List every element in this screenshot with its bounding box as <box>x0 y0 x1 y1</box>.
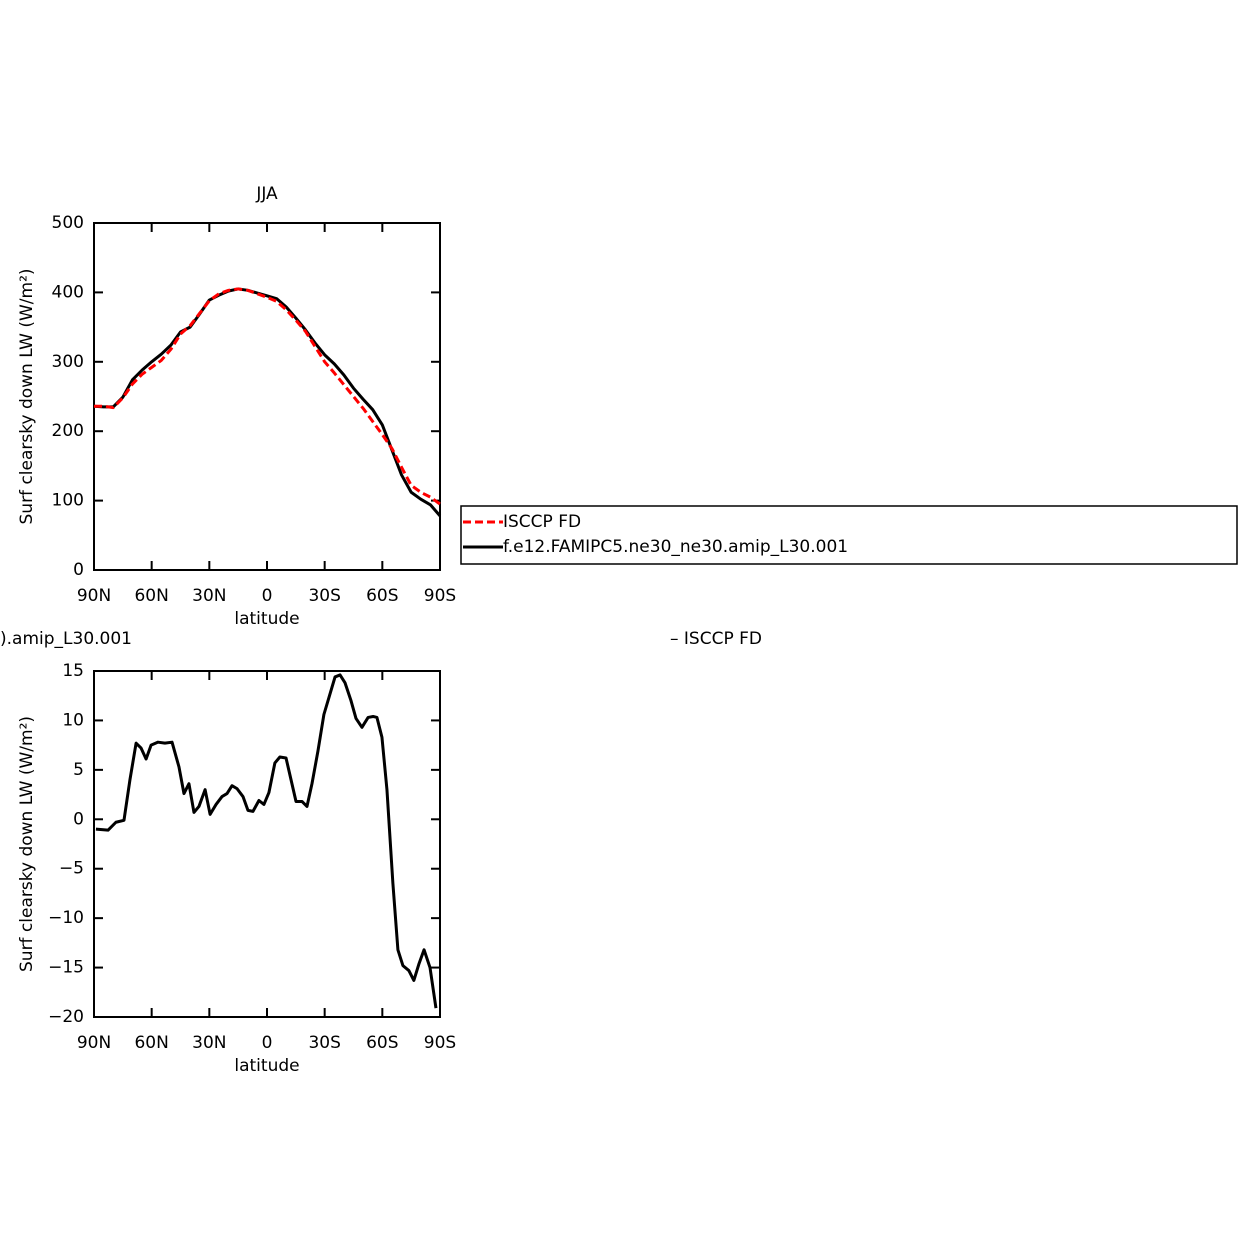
y-tick-label: 400 <box>52 282 84 302</box>
y-tick-label: 0 <box>73 560 84 580</box>
x-tick-label: 60N <box>134 1033 168 1053</box>
y-tick-label: 300 <box>52 352 84 372</box>
x-tick-label: 90S <box>424 586 456 606</box>
data-line <box>93 287 442 517</box>
x-tick-label: 60S <box>366 1033 398 1053</box>
y-tick-label: −15 <box>48 958 84 978</box>
x-tick-label: 30S <box>308 586 340 606</box>
x-tick-label: 90N <box>77 1033 111 1053</box>
data-line <box>94 287 441 506</box>
y-tick-label: 10 <box>62 710 84 730</box>
x-tick-label: 60S <box>366 586 398 606</box>
plot-frame <box>93 670 441 1018</box>
y-tick-label: 100 <box>52 491 84 511</box>
legend-label: f.e12.FAMIPC5.ne30_ne30.amip_L30.001 <box>503 537 848 557</box>
x-tick-label: 0 <box>262 1033 273 1053</box>
x-tick-label: 60N <box>134 586 168 606</box>
y-tick-label: 0 <box>73 809 84 829</box>
data-line <box>95 673 438 1009</box>
y-axis-label: Surf clearsky down LW (W/m²) <box>17 716 37 972</box>
y-tick-label: 500 <box>52 213 84 233</box>
y-tick-label: −10 <box>48 908 84 928</box>
legend-label: ISCCP FD <box>503 512 581 532</box>
y-tick-label: −5 <box>59 859 84 879</box>
x-tick-label: 30N <box>192 586 226 606</box>
chart-title: – ISCCP FD <box>670 629 762 649</box>
y-tick-label: −20 <box>48 1007 84 1027</box>
legend-box <box>460 505 1238 565</box>
y-tick-label: 200 <box>52 421 84 441</box>
x-tick-label: 90N <box>77 586 111 606</box>
x-tick-label: 0 <box>262 586 273 606</box>
y-axis-label: Surf clearsky down LW (W/m²) <box>17 268 37 524</box>
x-axis-label: latitude <box>234 609 299 629</box>
plot-frame <box>93 222 441 571</box>
y-tick-label: 5 <box>73 760 84 780</box>
chart-title: ).amip_L30.001 <box>0 629 132 649</box>
y-tick-label: 15 <box>62 661 84 681</box>
chart-title: JJA <box>255 184 278 204</box>
x-tick-label: 30N <box>192 1033 226 1053</box>
x-tick-label: 90S <box>424 1033 456 1053</box>
x-axis-label: latitude <box>234 1056 299 1076</box>
x-tick-label: 30S <box>308 1033 340 1053</box>
